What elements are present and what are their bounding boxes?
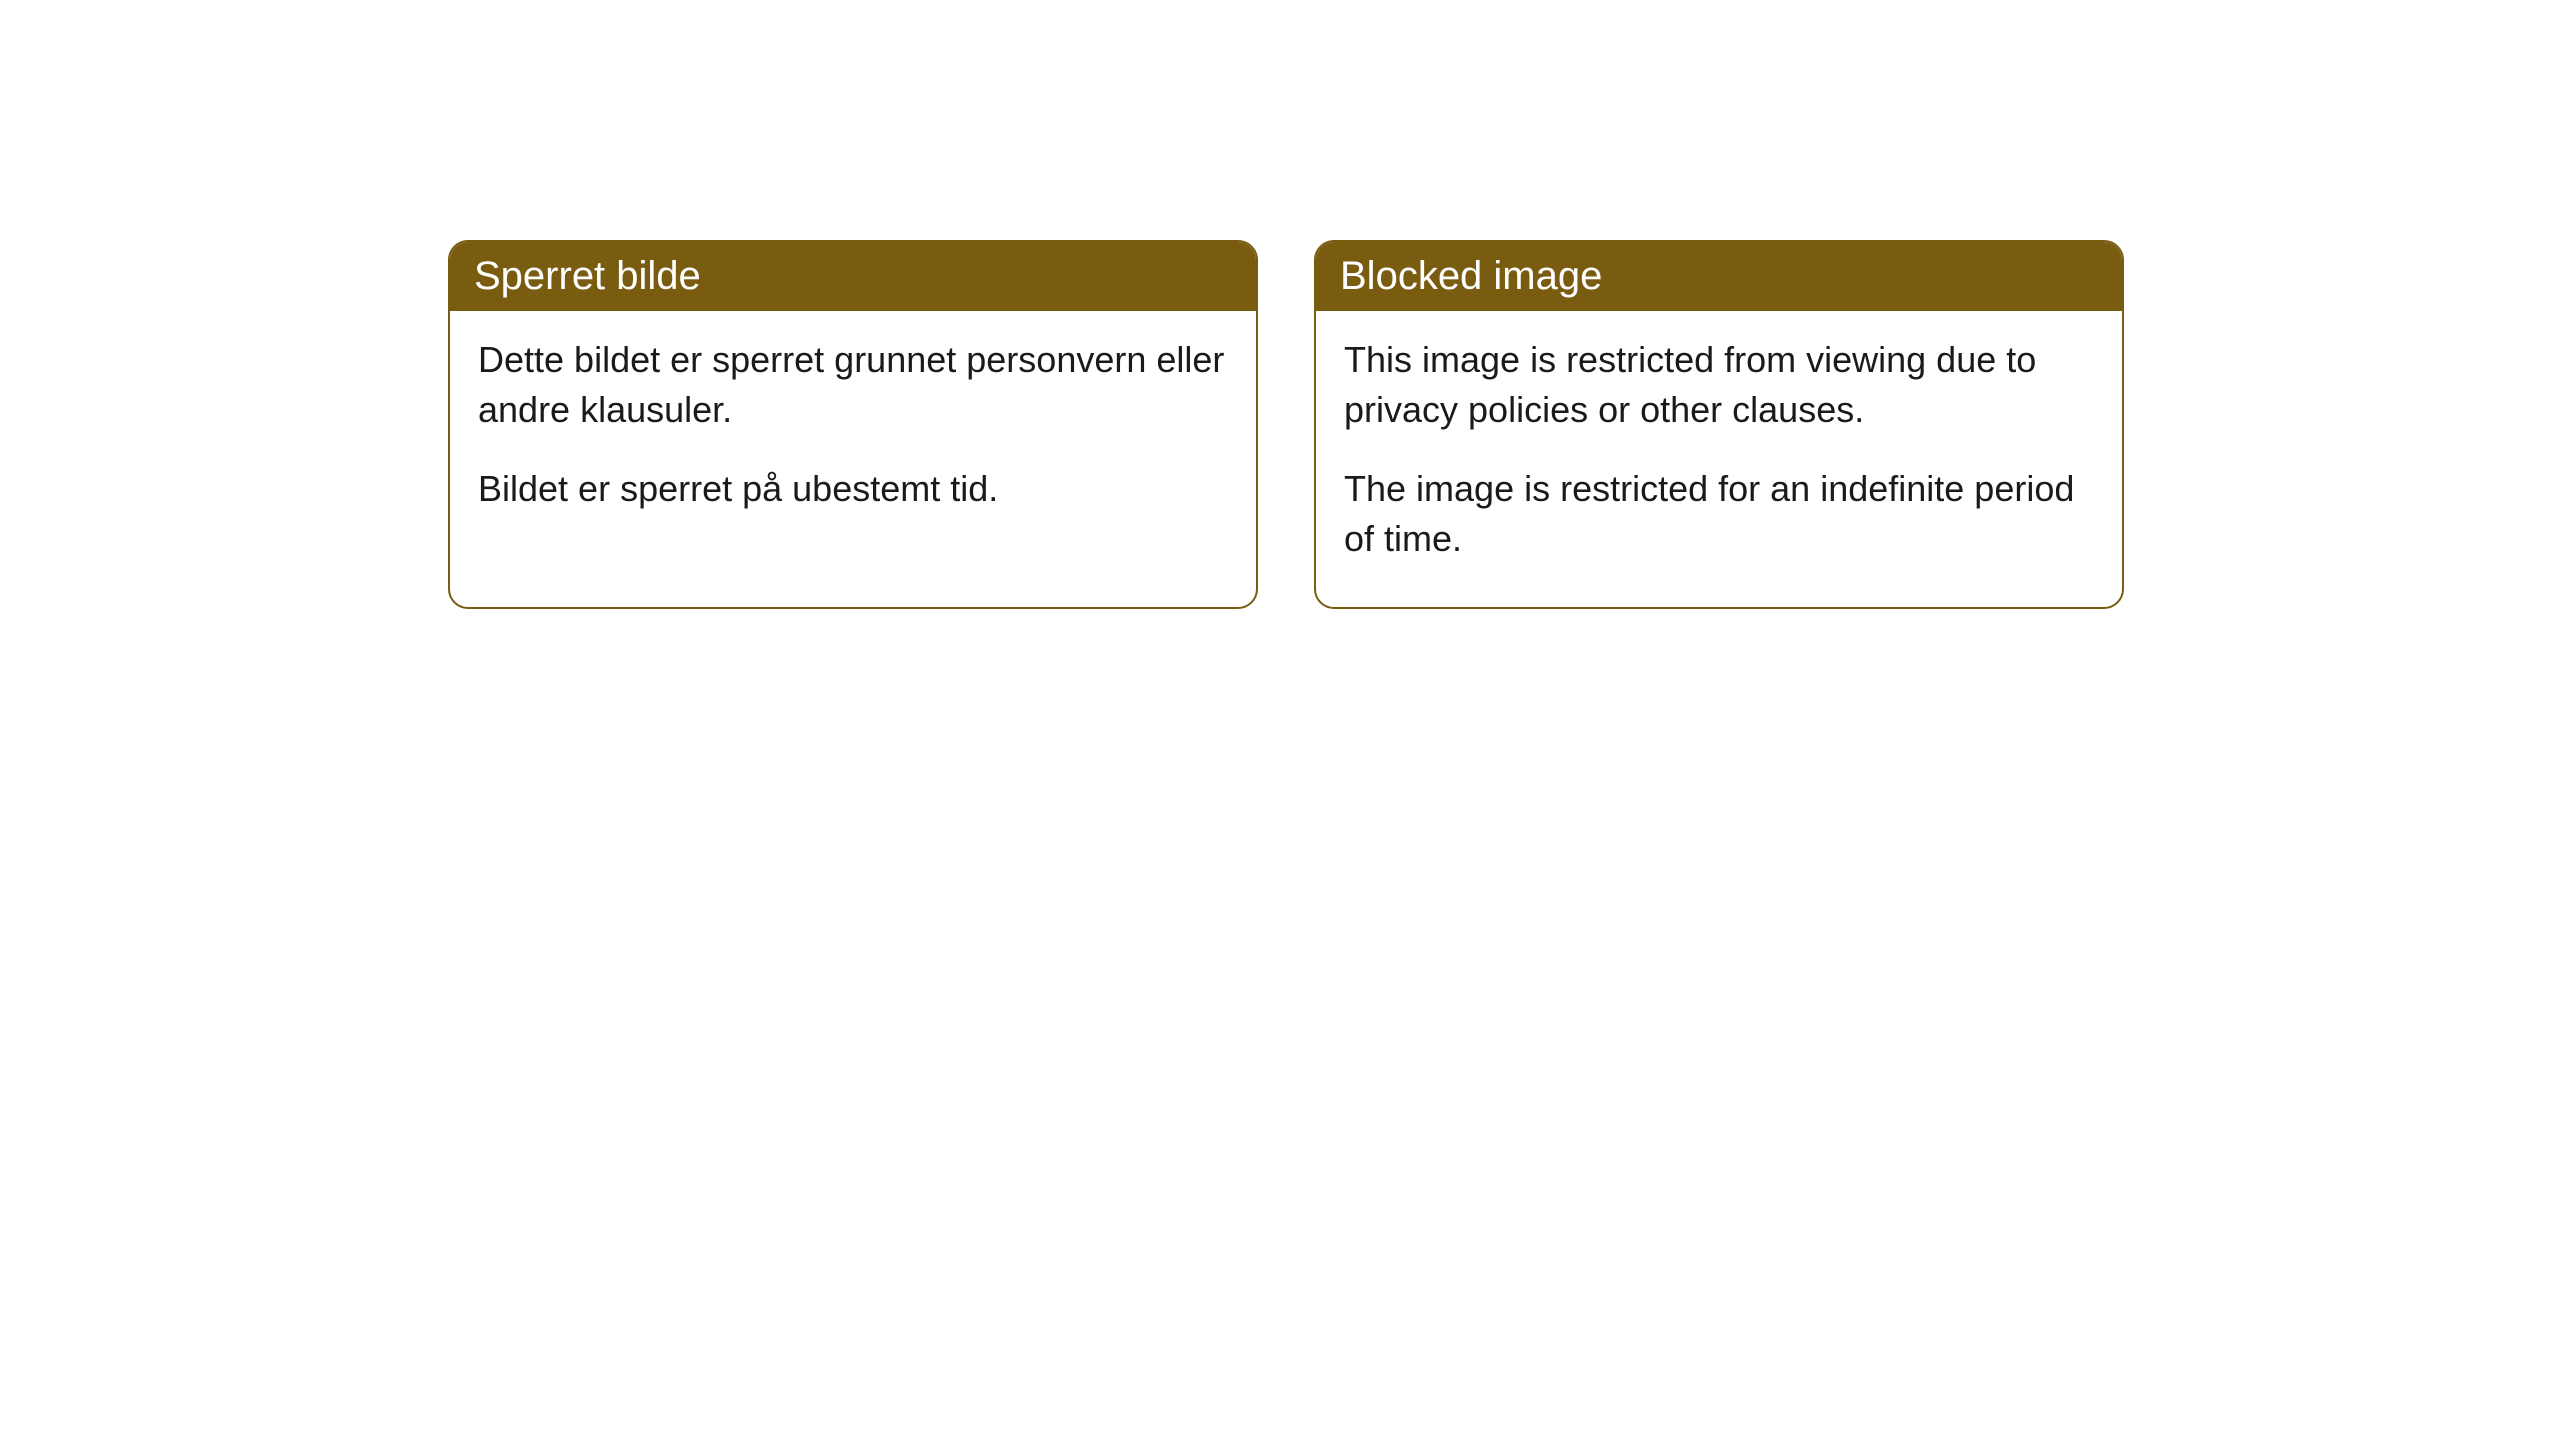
card-title: Sperret bilde bbox=[474, 254, 701, 298]
card-paragraph: This image is restricted from viewing du… bbox=[1344, 335, 2094, 436]
blocked-image-card-norwegian: Sperret bilde Dette bildet er sperret gr… bbox=[448, 240, 1258, 609]
card-paragraph: The image is restricted for an indefinit… bbox=[1344, 464, 2094, 565]
cards-container: Sperret bilde Dette bildet er sperret gr… bbox=[448, 240, 2124, 609]
card-paragraph: Dette bildet er sperret grunnet personve… bbox=[478, 335, 1228, 436]
card-body: Dette bildet er sperret grunnet personve… bbox=[450, 311, 1256, 556]
card-paragraph: Bildet er sperret på ubestemt tid. bbox=[478, 464, 1228, 514]
card-header: Sperret bilde bbox=[450, 242, 1256, 311]
card-title: Blocked image bbox=[1340, 254, 1602, 298]
card-header: Blocked image bbox=[1316, 242, 2122, 311]
card-body: This image is restricted from viewing du… bbox=[1316, 311, 2122, 607]
blocked-image-card-english: Blocked image This image is restricted f… bbox=[1314, 240, 2124, 609]
